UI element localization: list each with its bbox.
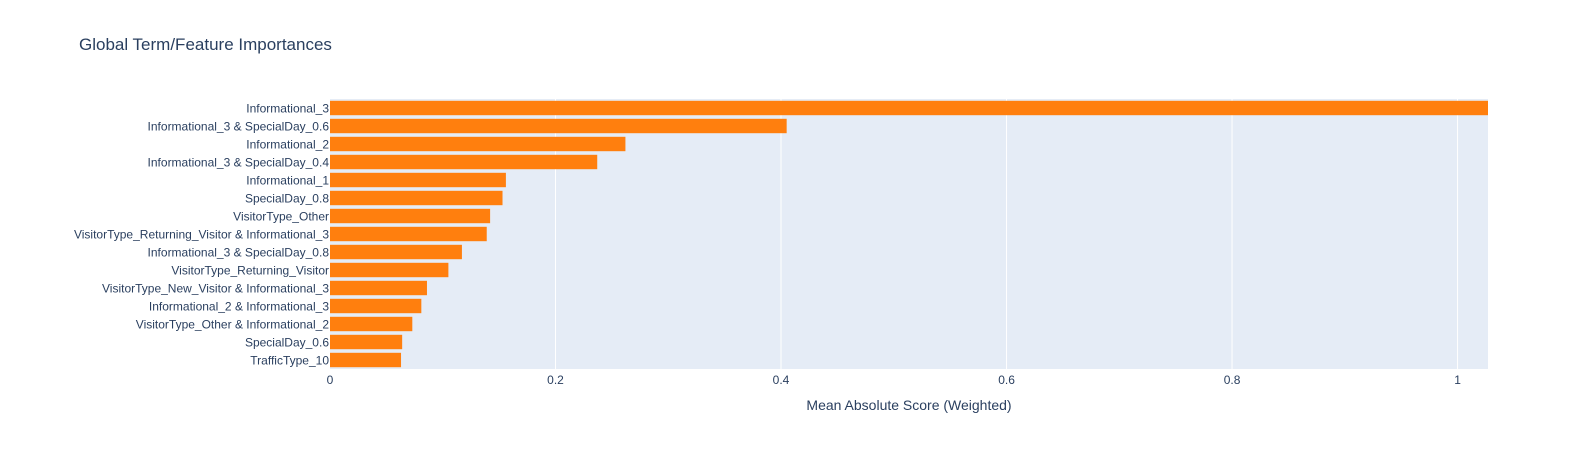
y-axis-tick-labels: Informational_3 Informational_3 & Special… [74,101,329,367]
y-tick-label: VisitorType_Returning_Visitor [171,263,329,277]
y-tick-label: Informational_3 & SpecialDay_0.4 [148,155,330,169]
y-tick-label: SpecialDay_0.6 [245,335,329,349]
bar[interactable] [330,208,491,224]
bar[interactable] [330,298,422,314]
chart-title: Global Term/Feature Importances [79,35,332,54]
y-tick-label: SpecialDay_0.8 [245,191,329,205]
bar[interactable] [330,172,506,188]
bar[interactable] [330,280,427,296]
bar[interactable] [330,154,598,170]
x-tick-label: 1 [1454,373,1461,387]
bar[interactable] [330,334,403,350]
x-tick-label: 0.6 [998,373,1015,387]
x-axis-title: Mean Absolute Score (Weighted) [806,397,1011,413]
x-tick-label: 0.2 [547,373,564,387]
bar[interactable] [330,190,503,206]
bar[interactable] [330,136,626,152]
x-tick-label: 0 [327,373,334,387]
bar[interactable] [330,352,402,368]
y-tick-label: Informational_3 [246,101,329,115]
y-tick-label: Informational_2 & Informational_3 [149,299,329,313]
y-tick-label: VisitorType_Other [233,209,329,223]
x-tick-label: 0.8 [1224,373,1241,387]
y-tick-label: TrafficType_10 [250,353,329,367]
x-tick-label: 0.4 [773,373,790,387]
bar[interactable] [330,262,449,278]
y-tick-label: VisitorType_Other & Informational_2 [136,317,330,331]
bar[interactable] [330,226,487,242]
y-tick-label: Informational_3 & SpecialDay_0.6 [148,119,330,133]
y-tick-label: VisitorType_Returning_Visitor & Informat… [74,227,329,241]
bars [330,100,1488,368]
bar[interactable] [330,316,413,332]
x-axis-tick-labels: 0 0.2 0.4 0.6 0.8 1 [327,373,1462,387]
bar[interactable] [330,244,462,260]
y-tick-label: Informational_1 [246,173,329,187]
y-tick-label: VisitorType_New_Visitor & Informational_… [102,281,329,295]
y-tick-label: Informational_2 [246,137,329,151]
y-tick-label: Informational_3 & SpecialDay_0.8 [148,245,330,259]
bar[interactable] [330,118,787,134]
bar[interactable] [330,100,1488,116]
